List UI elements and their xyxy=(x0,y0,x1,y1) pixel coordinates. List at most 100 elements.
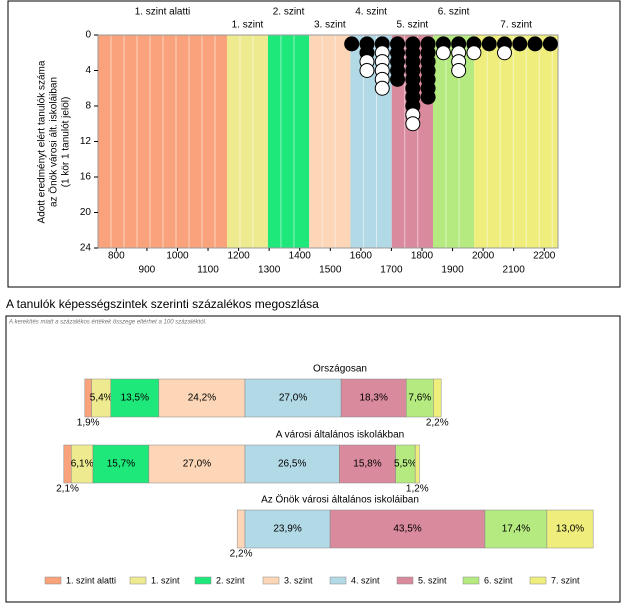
y-tick-label: 4 xyxy=(85,65,91,76)
x-tick-label: 1500 xyxy=(319,265,342,276)
hollow-dot xyxy=(497,45,513,61)
level-band xyxy=(309,35,351,248)
value-label: 7,6% xyxy=(408,393,431,404)
value-label: 24,2% xyxy=(188,393,216,404)
bar-title: Az Önök városi általános iskoláiban xyxy=(261,494,419,506)
x-tick-label: 1200 xyxy=(227,251,250,262)
level-label: 7. szint xyxy=(500,20,532,31)
y-tick-label: 20 xyxy=(80,207,92,218)
y-tick-label: 0 xyxy=(85,30,91,41)
filled-dot xyxy=(390,71,406,87)
value-label: 15,8% xyxy=(353,459,381,470)
bar-segment xyxy=(340,378,407,418)
bar-segment xyxy=(158,378,246,418)
legend-swatch xyxy=(194,576,212,585)
legend-label: 3. szint xyxy=(284,575,313,585)
bar-segment xyxy=(244,378,342,418)
level-label: 1. szint alatti xyxy=(135,7,191,18)
value-label: 5,5% xyxy=(394,459,417,470)
value-label: 17,4% xyxy=(502,524,530,535)
hollow-dot xyxy=(435,45,451,61)
top-panel xyxy=(7,0,621,288)
legend-label: 5. szint xyxy=(418,575,447,585)
bottom-panel xyxy=(5,315,621,603)
x-tick-label: 1700 xyxy=(380,265,403,276)
legend-swatch xyxy=(462,576,480,585)
note: A kerekítés miatt a százalékos értékek ö… xyxy=(8,320,207,326)
x-tick-label: 1800 xyxy=(411,251,434,262)
value-label: 2,1% xyxy=(56,484,79,495)
value-label: 1,9% xyxy=(77,418,100,429)
y-tick-label: 8 xyxy=(85,101,91,112)
x-tick-label: 800 xyxy=(108,251,125,262)
bar-segment xyxy=(244,444,340,484)
bar-title: Országosan xyxy=(313,364,367,375)
filled-dot xyxy=(481,36,497,52)
level-label: 5. szint xyxy=(397,20,429,31)
x-tick-label: 900 xyxy=(139,265,156,276)
value-label: 2,2% xyxy=(230,549,253,560)
value-label: 13,5% xyxy=(121,393,149,404)
bar-segment xyxy=(329,509,486,549)
legend-label: 2. szint xyxy=(216,575,245,585)
y-tick-label: 24 xyxy=(80,243,92,254)
legend-swatch xyxy=(529,576,547,585)
legend-swatch xyxy=(129,576,147,585)
y-axis-label: Adott eredményt elért tanulók száma xyxy=(37,60,48,223)
bar-title: A városi általános iskolákban xyxy=(276,430,404,441)
bar-segment xyxy=(110,378,160,418)
hollow-dot xyxy=(405,116,421,132)
bar-segment xyxy=(414,444,420,484)
value-label: 6,1% xyxy=(71,459,94,470)
bar-segment xyxy=(339,444,396,484)
value-label: 13,0% xyxy=(556,524,584,535)
bar-segment xyxy=(148,444,246,484)
filled-dot xyxy=(527,36,543,52)
hollow-dot xyxy=(451,63,467,78)
bar-segment xyxy=(484,509,548,549)
filled-dot xyxy=(344,36,360,52)
y-tick-label: 12 xyxy=(80,136,92,147)
x-tick-label: 1400 xyxy=(289,251,312,262)
filled-dot xyxy=(542,36,558,52)
bar-segment xyxy=(92,444,150,484)
bar-segment xyxy=(433,378,442,418)
legend-swatch xyxy=(329,576,347,585)
hollow-dot xyxy=(359,63,375,78)
y-axis-label: az Önök városi ált. iskoláiban xyxy=(48,77,60,207)
hollow-dot xyxy=(466,45,482,61)
legend-label: 1. szint alatti xyxy=(66,575,116,585)
x-tick-label: 1600 xyxy=(350,251,373,262)
x-tick-label: 1100 xyxy=(197,265,219,276)
bar-segment xyxy=(406,378,434,418)
legend-label: 1. szint xyxy=(151,575,180,585)
bar-segment xyxy=(546,509,594,549)
level-band xyxy=(267,35,310,248)
y-tick-label: 16 xyxy=(80,172,92,183)
level-label: 4. szint xyxy=(355,7,387,18)
level-label: 6. szint xyxy=(438,7,470,18)
legend-swatch xyxy=(396,576,414,585)
legend-label: 4. szint xyxy=(351,575,380,585)
value-label: 27,0% xyxy=(183,459,211,470)
value-label: 26,5% xyxy=(278,459,306,470)
y-axis-label: (1 kör 1 tanulót jelöl) xyxy=(61,97,72,188)
legend-label: 6. szint xyxy=(484,575,513,585)
level-label: 2. szint xyxy=(273,7,305,18)
x-tick-label: 1900 xyxy=(441,265,464,276)
level-label: 3. szint xyxy=(314,20,346,31)
filled-dot xyxy=(512,36,528,52)
bottom-title: A tanulók képességszintek szerinti száza… xyxy=(6,297,319,311)
bar-segment xyxy=(244,509,331,549)
value-label: 5,4% xyxy=(90,393,113,404)
hollow-dot xyxy=(374,80,390,96)
filled-dot xyxy=(420,89,436,105)
value-label: 2,2% xyxy=(426,418,449,429)
value-label: 43,5% xyxy=(393,524,421,535)
x-tick-label: 1000 xyxy=(166,251,189,262)
level-label: 1. szint xyxy=(232,20,264,31)
bar-segment xyxy=(236,509,246,549)
legend-label: 7. szint xyxy=(551,575,580,585)
